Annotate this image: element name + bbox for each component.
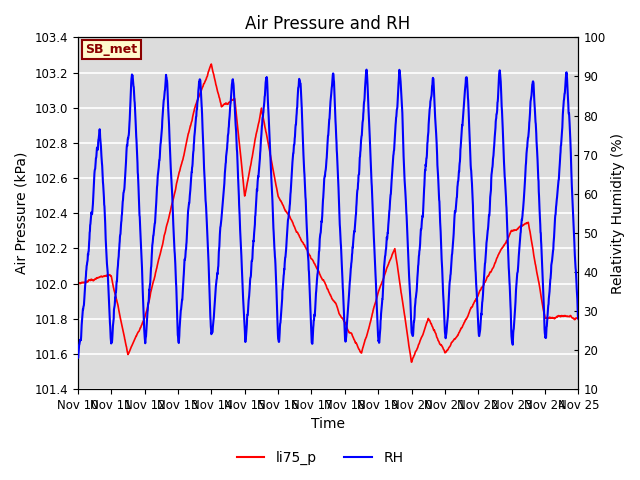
X-axis label: Time: Time (311, 418, 345, 432)
Y-axis label: Relativity Humidity (%): Relativity Humidity (%) (611, 133, 625, 294)
Legend: li75_p, RH: li75_p, RH (231, 445, 409, 471)
Text: SB_met: SB_met (85, 43, 138, 56)
Title: Air Pressure and RH: Air Pressure and RH (246, 15, 411, 33)
Y-axis label: Air Pressure (kPa): Air Pressure (kPa) (15, 152, 29, 275)
